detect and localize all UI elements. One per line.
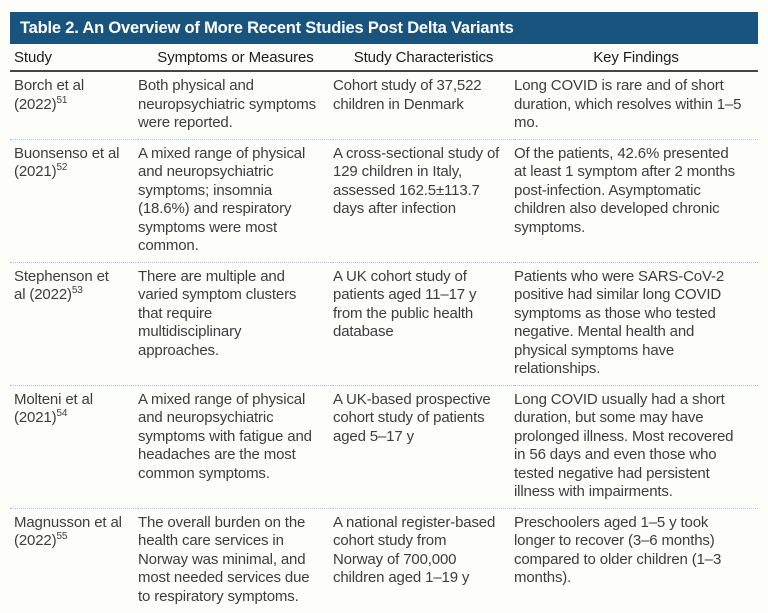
table-header: Study Symptoms or Measures Study Charact… — [10, 44, 758, 72]
studies-table: Study Symptoms or Measures Study Charact… — [10, 44, 758, 613]
findings-cell: Patients who were SARS-CoV-2 positive ha… — [514, 267, 725, 378]
col-header-characteristics: Study Characteristics — [333, 44, 514, 72]
reference-superscript: 52 — [56, 162, 68, 173]
symptoms-cell: There are multiple and varied symptom cl… — [138, 267, 297, 359]
symptoms-cell: The overall burden on the health care se… — [138, 513, 310, 605]
study-cell: Stephenson et al (2022)53 — [10, 262, 138, 385]
table-row: Buonsenso et al (2021)52 A mixed range o… — [10, 139, 758, 262]
study-citation: Magnusson et al (2022) — [14, 513, 122, 550]
symptoms-cell: A mixed range of physical and neuropsych… — [138, 390, 312, 482]
characteristics-cell: Cohort study of 37,522 children in Denma… — [333, 77, 482, 113]
col-header-findings: Key Findings — [514, 44, 758, 72]
study-citation: Stephenson et al (2022) — [14, 267, 109, 304]
study-cell: Magnusson et al (2022)55 — [10, 508, 138, 613]
study-cell: Borch et al (2022)51 — [10, 71, 138, 139]
table-row: Molteni et al (2021)54 A mixed range of … — [10, 385, 758, 508]
table-row: Borch et al (2022)51 Both physical and n… — [10, 71, 758, 139]
findings-cell: Long COVID is rare and of short duration… — [514, 77, 742, 131]
header-row: Study Symptoms or Measures Study Charact… — [10, 44, 758, 72]
table-title: Table 2. An Overview of More Recent Stud… — [20, 18, 514, 37]
reference-superscript: 54 — [56, 408, 68, 419]
characteristics-cell: A cross-sectional study of 129 children … — [333, 144, 500, 218]
characteristics-cell: A UK cohort study of patients aged 11–17… — [333, 267, 477, 341]
table-title-bar: Table 2. An Overview of More Recent Stud… — [10, 12, 758, 44]
study-citation: Borch et al (2022) — [14, 77, 85, 113]
reference-superscript: 55 — [56, 531, 68, 542]
study-citation: Molteni et al (2021) — [14, 390, 93, 427]
findings-cell: Preschoolers aged 1–5 y took longer to r… — [514, 513, 722, 587]
findings-cell: Long COVID usually had a short duration,… — [514, 390, 734, 501]
study-cell: Molteni et al (2021)54 — [10, 385, 138, 508]
reference-superscript: 51 — [56, 94, 68, 106]
table-row: Stephenson et al (2022)53 There are mult… — [10, 262, 758, 385]
characteristics-cell: A national register-based cohort study f… — [333, 513, 496, 587]
findings-cell: Of the patients, 42.6% presented at leas… — [514, 144, 735, 236]
table-row: Magnusson et al (2022)55 The overall bur… — [10, 508, 758, 613]
study-cell: Buonsenso et al (2021)52 — [10, 139, 138, 262]
col-header-symptoms: Symptoms or Measures — [138, 44, 333, 72]
study-citation: Buonsenso et al (2021) — [14, 144, 120, 181]
symptoms-cell: A mixed range of physical and neuropsych… — [138, 144, 306, 255]
col-header-study: Study — [10, 44, 138, 72]
reference-superscript: 53 — [71, 285, 83, 296]
characteristics-cell: A UK-based prospective cohort study of p… — [333, 390, 491, 445]
symptoms-cell: Both physical and neuropsychiatric sympt… — [138, 77, 316, 131]
